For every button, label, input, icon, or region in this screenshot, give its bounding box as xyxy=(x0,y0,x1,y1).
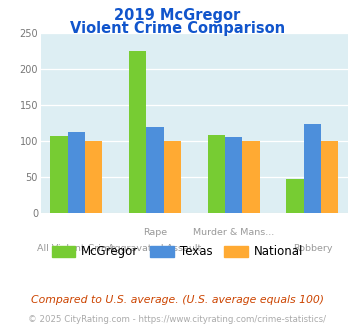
Bar xyxy=(85,141,102,213)
Text: Murder & Mans...: Murder & Mans... xyxy=(193,228,274,237)
Text: Aggravated Assault: Aggravated Assault xyxy=(108,244,202,253)
Bar xyxy=(286,179,304,213)
Text: © 2025 CityRating.com - https://www.cityrating.com/crime-statistics/: © 2025 CityRating.com - https://www.city… xyxy=(28,315,327,324)
Bar xyxy=(67,132,85,213)
Text: All Violent Crime: All Violent Crime xyxy=(37,244,116,253)
Bar xyxy=(208,135,225,213)
Text: Rape: Rape xyxy=(143,228,167,237)
Bar xyxy=(242,141,260,213)
Text: Robbery: Robbery xyxy=(293,244,332,253)
Text: Compared to U.S. average. (U.S. average equals 100): Compared to U.S. average. (U.S. average … xyxy=(31,295,324,305)
Legend: McGregor, Texas, National: McGregor, Texas, National xyxy=(47,241,308,263)
Bar xyxy=(129,51,146,213)
Bar xyxy=(146,126,164,213)
Text: 2019 McGregor: 2019 McGregor xyxy=(114,8,241,23)
Text: Violent Crime Comparison: Violent Crime Comparison xyxy=(70,21,285,36)
Bar xyxy=(50,136,67,213)
Bar xyxy=(321,141,338,213)
Bar xyxy=(304,124,321,213)
Bar xyxy=(225,137,242,213)
Bar xyxy=(164,141,181,213)
